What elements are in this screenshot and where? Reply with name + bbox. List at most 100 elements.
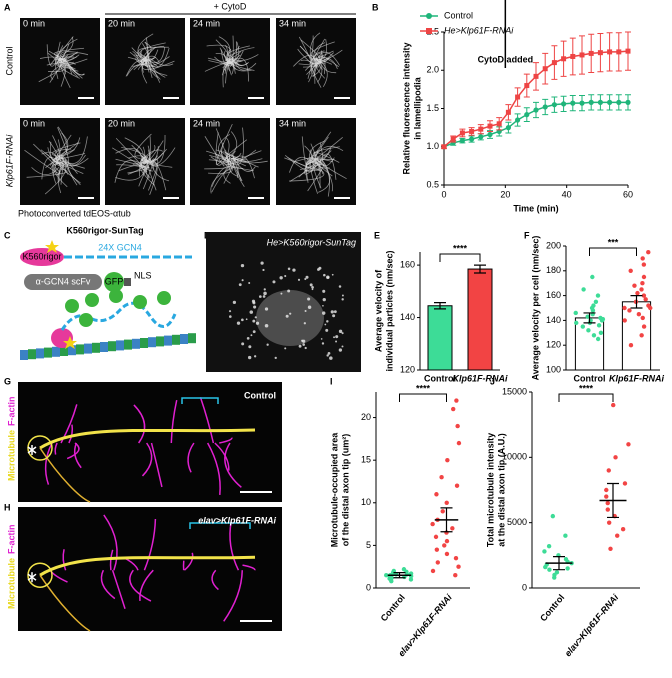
microtubule — [298, 36, 312, 64]
data-point — [445, 457, 450, 463]
data-point — [573, 310, 578, 316]
microtubule — [310, 41, 335, 57]
microtubule — [54, 162, 63, 176]
data-point — [622, 305, 627, 311]
microtubule — [55, 52, 59, 64]
actin-branch — [199, 396, 215, 444]
c-label: K560rigor — [22, 251, 61, 261]
data-point — [408, 577, 414, 582]
channel-label: Microtubule — [6, 430, 16, 481]
microtubule — [234, 57, 249, 82]
marker — [515, 117, 521, 123]
y-tick-label: 120 — [546, 340, 561, 350]
particle — [325, 328, 329, 332]
data-point — [456, 564, 461, 569]
marker — [478, 134, 484, 140]
x-tick-label: Control — [424, 373, 456, 383]
marker — [459, 130, 465, 136]
microtubule — [50, 36, 74, 65]
data-point — [606, 468, 611, 473]
particle — [338, 348, 343, 352]
data-point — [606, 520, 612, 525]
actin-branch — [62, 549, 67, 571]
particle — [284, 274, 287, 278]
particle — [304, 309, 307, 312]
marker — [469, 136, 475, 142]
y-tick-label: 15 — [361, 455, 371, 465]
microtubule — [133, 54, 145, 64]
particle — [284, 347, 287, 350]
microtubule — [134, 133, 152, 159]
marker — [450, 140, 456, 146]
data-point — [641, 274, 647, 280]
data-point — [604, 494, 609, 499]
data-point — [598, 330, 604, 335]
data-point — [581, 287, 586, 292]
microtubule — [309, 32, 321, 59]
particle — [322, 297, 326, 302]
y-tick-label: 200 — [546, 240, 561, 250]
microtubule — [52, 161, 68, 188]
microtubule — [138, 164, 150, 187]
microtubule — [44, 166, 67, 195]
particle — [329, 356, 333, 360]
marker — [607, 99, 613, 105]
axon — [39, 447, 91, 503]
data-point — [444, 538, 450, 544]
marker — [570, 53, 576, 59]
marker — [597, 99, 604, 105]
bar — [467, 268, 493, 371]
y-tick-label: 1.5 — [426, 103, 439, 113]
microtubule — [299, 164, 317, 171]
microtubule — [141, 62, 150, 84]
data-point — [440, 509, 445, 514]
data-point — [450, 526, 455, 531]
microtubule — [60, 162, 65, 185]
particle — [264, 307, 269, 311]
marker — [597, 50, 603, 56]
y-tick-label: 2.0 — [426, 65, 439, 75]
asterisk — [27, 573, 37, 581]
tubulin — [20, 350, 28, 360]
y-tick-label: 140 — [546, 315, 561, 325]
tubulin — [100, 342, 108, 352]
microtubule — [129, 51, 143, 64]
marker — [524, 83, 530, 89]
tubulin — [44, 347, 52, 358]
marker — [616, 49, 622, 55]
particle — [279, 276, 283, 280]
particle — [335, 340, 338, 343]
actin-branch — [100, 569, 116, 600]
microtubule — [115, 168, 147, 181]
data-point — [639, 333, 644, 338]
microtubule — [58, 149, 75, 159]
y-axis-label: individual particles (nm/sec) — [384, 250, 394, 371]
microtubule — [318, 57, 338, 70]
y-tick-label: 0 — [366, 582, 371, 592]
error-bar — [440, 507, 453, 533]
microtubule — [204, 166, 230, 170]
x-tick-label: Control — [538, 592, 566, 623]
microtubule — [224, 152, 259, 168]
particle — [274, 356, 277, 360]
y-tick-label: 5000 — [507, 517, 527, 527]
microtubule — [50, 141, 56, 163]
actin-branch — [44, 442, 53, 485]
marker — [533, 107, 539, 113]
error-bar — [583, 312, 596, 324]
data-point — [591, 333, 597, 338]
marker — [441, 144, 447, 150]
particle — [264, 323, 269, 328]
microtubule — [31, 166, 60, 176]
data-point — [622, 318, 627, 323]
microtubule — [317, 62, 323, 83]
particle — [248, 282, 251, 285]
particle — [322, 311, 326, 315]
y-tick-label: 100 — [546, 364, 561, 374]
actin-branch — [187, 442, 195, 473]
x-tick-label: Klp61F-RNAi — [609, 373, 665, 383]
micrograph — [18, 382, 282, 502]
x-tick-label: elav>Klp61F-RNAi — [563, 592, 621, 658]
microtubule — [115, 158, 150, 169]
particle — [252, 301, 256, 305]
